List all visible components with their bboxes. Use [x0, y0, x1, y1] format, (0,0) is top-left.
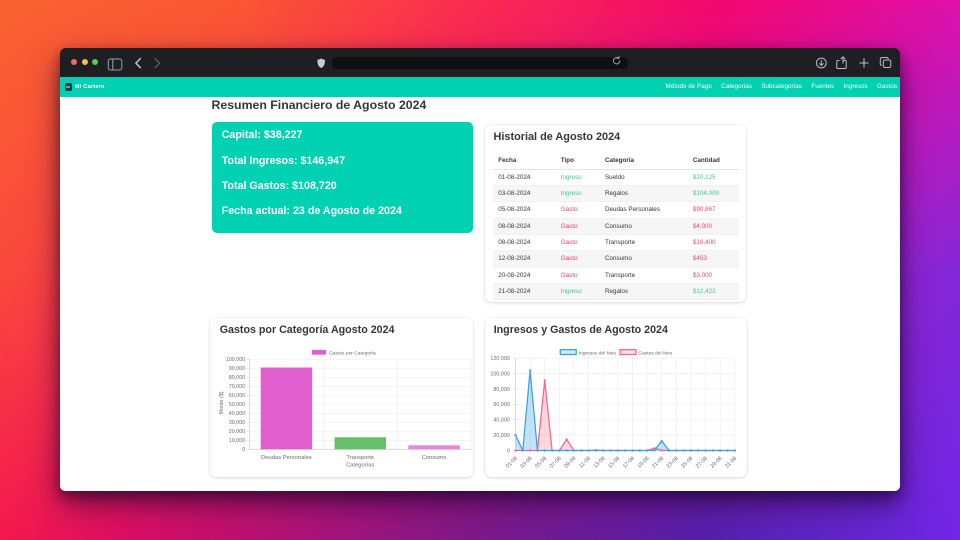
- svg-text:29-08: 29-08: [710, 456, 724, 470]
- svg-text:27-08: 27-08: [695, 456, 709, 470]
- svg-text:Ingresos del Mes: Ingresos del Mes: [579, 351, 617, 357]
- svg-text:30,000: 30,000: [229, 421, 246, 427]
- svg-text:0: 0: [242, 448, 245, 454]
- svg-text:50,000: 50,000: [229, 403, 246, 409]
- svg-text:20,000: 20,000: [229, 430, 246, 436]
- svg-text:Gastos del Mes: Gastos del Mes: [638, 351, 673, 357]
- svg-text:17-08: 17-08: [622, 456, 636, 470]
- svg-text:Transporte: Transporte: [346, 455, 374, 461]
- svg-text:100,000: 100,000: [490, 372, 510, 378]
- svg-text:25-08: 25-08: [680, 456, 694, 470]
- svg-text:03-08: 03-08: [520, 456, 534, 470]
- svg-text:15-08: 15-08: [607, 456, 621, 470]
- svg-text:100,000: 100,000: [226, 358, 246, 364]
- svg-text:60,000: 60,000: [229, 394, 246, 400]
- svg-text:80,000: 80,000: [229, 376, 246, 382]
- svg-text:01-08: 01-08: [505, 456, 519, 470]
- svg-text:Deudas Personales: Deudas Personales: [261, 455, 312, 461]
- svg-text:07-08: 07-08: [549, 456, 563, 470]
- svg-text:120,000: 120,000: [490, 356, 510, 362]
- svg-text:21-08: 21-08: [651, 456, 665, 470]
- svg-text:20,000: 20,000: [493, 433, 510, 439]
- svg-text:Monto ($): Monto ($): [219, 392, 225, 415]
- svg-text:31-08: 31-08: [724, 456, 738, 470]
- svg-text:Consumo: Consumo: [422, 455, 447, 461]
- svg-text:90,000: 90,000: [229, 367, 246, 373]
- svg-text:09-08: 09-08: [563, 456, 577, 470]
- svg-text:13-08: 13-08: [593, 456, 607, 470]
- svg-text:60,000: 60,000: [493, 403, 510, 409]
- svg-text:10,000: 10,000: [229, 439, 246, 445]
- svg-text:0: 0: [507, 449, 510, 455]
- svg-text:40,000: 40,000: [229, 412, 246, 418]
- svg-text:23-08: 23-08: [666, 456, 680, 470]
- svg-text:19-08: 19-08: [636, 456, 650, 470]
- svg-text:Gastos por Categoría: Gastos por Categoría: [329, 351, 376, 357]
- svg-text:70,000: 70,000: [229, 385, 246, 391]
- svg-text:40,000: 40,000: [493, 418, 510, 424]
- svg-text:80,000: 80,000: [493, 387, 510, 393]
- svg-text:Categorías: Categorías: [346, 463, 374, 469]
- svg-text:11-08: 11-08: [578, 456, 592, 470]
- svg-text:05-08: 05-08: [534, 456, 548, 470]
